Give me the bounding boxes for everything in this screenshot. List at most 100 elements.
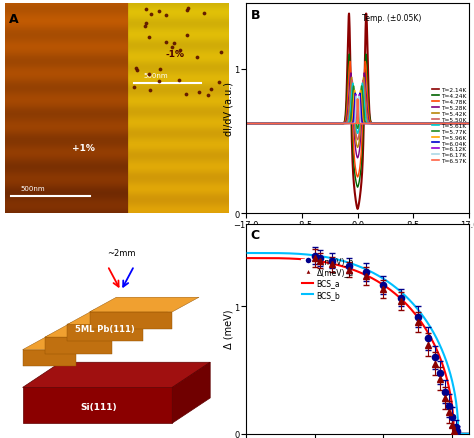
Polygon shape [172,362,210,423]
BCS_b [466,431,472,436]
Point [146,87,154,94]
BCS_b [335,257,340,262]
Y-axis label: dI/dV (a.u.): dI/dV (a.u.) [223,82,233,136]
T=6.17K [466,122,472,127]
T=4.24K [346,59,351,64]
Point [163,39,170,46]
T=5.50K [255,122,260,127]
T=5.50K [419,122,425,127]
T=5.28K [348,71,354,76]
BCS_b [421,316,427,321]
T=6.04K [419,122,425,127]
Text: ~2mm: ~2mm [107,249,135,258]
T=5.50K [243,122,249,127]
Legend: Δ(meV)_b, Δ(meV)_a, BCS_a, BCS_b: Δ(meV)_b, Δ(meV)_a, BCS_a, BCS_b [299,253,357,302]
T=5.42K [419,122,425,127]
T=6.12K [352,117,357,123]
T=2.14K [346,17,351,22]
T=6.17K [460,122,465,127]
Point [141,24,149,31]
T=5.28K [419,122,425,127]
T=6.04K [466,122,472,127]
T=5.96K [346,122,351,127]
T=5.50K [466,122,472,127]
T=2.14K [352,189,357,194]
Point [133,65,140,72]
Point [168,45,175,52]
T=6.04K [460,122,465,127]
Point [170,40,178,47]
BCS_a [466,431,472,436]
T=5.50K [349,78,355,84]
BCS_b [267,251,273,256]
T=6.04K [243,122,249,127]
T=5.77K [346,121,351,127]
T=6.12K [243,122,249,127]
Line: T=2.14K: T=2.14K [246,14,469,209]
T=5.77K [466,122,472,127]
T=6.12K [419,122,425,127]
T=5.61K [243,122,249,127]
BCS_a [451,431,457,436]
T=5.42K [460,122,466,127]
Point [162,13,169,20]
T=5.61K [419,122,425,127]
T=6.57K [355,97,361,102]
Polygon shape [45,323,139,337]
T=5.77K [351,84,356,89]
Line: T=4.78K: T=4.78K [246,62,469,177]
Polygon shape [67,310,170,325]
Point [204,92,212,99]
T=6.17K [419,122,425,127]
Text: 500nm: 500nm [143,73,168,79]
T=5.61K [460,122,466,127]
T=6.04K [352,99,357,105]
T=5.96K [466,122,472,127]
BCS_a [421,325,427,330]
T=5.77K [352,94,357,99]
Polygon shape [45,337,112,354]
BCS_a [245,256,250,261]
T=5.28K [255,122,260,127]
Point [155,78,163,85]
T=6.57K [460,122,465,127]
T=6.17K [352,121,357,127]
T=5.50K [460,122,466,127]
T=4.78K [460,122,466,127]
T=4.78K [243,122,249,127]
Line: T=5.77K: T=5.77K [246,87,469,129]
Y-axis label: Δ (meV): Δ (meV) [223,309,233,349]
T=5.28K [352,136,357,141]
BCS_b [456,431,461,436]
Polygon shape [23,335,103,350]
T=6.12K [346,122,351,127]
Point [200,10,208,17]
T=5.77K [460,122,466,127]
T=6.17K [346,122,351,127]
T=5.96K [419,122,425,127]
Point [183,32,191,39]
Point [175,77,183,84]
BCS_a [335,263,340,268]
Line: T=4.24K: T=4.24K [246,55,469,188]
T=5.96K [255,122,260,127]
T=5.28K [460,122,466,127]
T=4.78K [355,175,360,180]
T=2.14K [466,122,472,127]
T=5.42K [349,75,355,81]
BCS_a [397,296,403,301]
T=6.57K [466,122,472,127]
Polygon shape [90,312,172,329]
Point [193,55,201,62]
T=4.78K [466,122,472,127]
Line: T=5.42K: T=5.42K [246,78,469,148]
Point [176,47,184,54]
Point [130,84,138,91]
Line: T=5.50K: T=5.50K [246,81,469,141]
Text: +1%: +1% [72,144,95,153]
Line: T=5.28K: T=5.28K [246,74,469,159]
T=5.28K [355,156,360,161]
T=5.77K [419,122,425,127]
T=4.24K [243,122,249,127]
T=5.28K [466,122,472,127]
